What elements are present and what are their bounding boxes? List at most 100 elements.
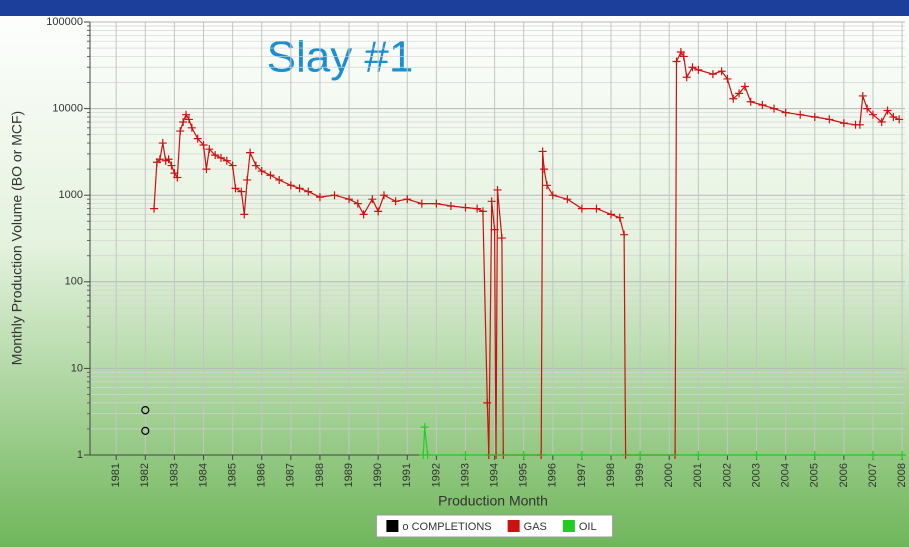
point-marker [173, 173, 182, 182]
point-marker [182, 110, 191, 119]
point-marker [729, 94, 738, 103]
point-marker [228, 161, 237, 170]
point-marker [257, 167, 266, 176]
x-tick-label: 1986 [256, 463, 268, 487]
point-marker [858, 91, 867, 100]
x-tick-label: 2004 [780, 463, 792, 487]
point-marker [863, 104, 872, 113]
point-marker [708, 70, 717, 79]
point-marker [158, 139, 167, 148]
point-marker [796, 110, 805, 119]
point-marker [251, 161, 260, 170]
point-marker [679, 52, 688, 61]
point-marker [694, 65, 703, 74]
point-marker [275, 175, 284, 184]
x-tick-label: 2002 [721, 463, 733, 487]
point-marker [483, 398, 492, 407]
point-marker [758, 101, 767, 110]
chart-title: Slay #1 [267, 33, 414, 82]
point-marker [150, 204, 159, 213]
legend-label: GAS [524, 521, 547, 533]
x-tick-label: 2007 [867, 463, 879, 487]
point-marker [141, 405, 150, 415]
point-marker [740, 82, 749, 91]
point-marker [898, 451, 907, 459]
point-marker [563, 195, 572, 204]
point-marker [577, 204, 586, 213]
point-marker [403, 195, 412, 204]
point-marker [359, 210, 368, 219]
legend-swatch [386, 520, 399, 532]
x-tick-label: 2001 [692, 463, 704, 487]
x-tick-label: 1990 [372, 463, 384, 487]
point-marker [607, 210, 616, 219]
point-marker [243, 175, 252, 184]
point-marker [374, 207, 383, 216]
x-tick-label: 2003 [750, 463, 762, 487]
point-marker [184, 115, 193, 124]
top-band [0, 0, 909, 16]
point-marker [330, 191, 339, 200]
point-marker [205, 145, 214, 154]
point-marker [237, 187, 246, 196]
point-marker [548, 191, 557, 200]
y-tick-label: 100 [65, 276, 83, 288]
y-tick-label: 1000 [59, 189, 83, 201]
y-tick-label: 10000 [52, 103, 83, 115]
point-marker [315, 193, 324, 202]
point-marker [246, 148, 255, 157]
point-marker [176, 127, 185, 136]
point-marker [883, 106, 892, 115]
point-marker [868, 110, 877, 119]
point-marker [746, 97, 755, 106]
point-marker [717, 67, 726, 76]
point-marker [735, 89, 744, 98]
point-marker [490, 225, 499, 234]
x-tick-label: 1995 [518, 463, 530, 487]
x-tick-label: 1989 [343, 463, 355, 487]
point-marker [895, 115, 904, 124]
point-marker [211, 151, 220, 160]
point-marker [473, 204, 482, 213]
x-tick-label: 1994 [488, 463, 500, 487]
point-marker [540, 165, 549, 174]
x-tick-label: 1982 [139, 463, 151, 487]
point-marker [179, 118, 188, 127]
y-tick-label: 1 [77, 449, 83, 461]
point-marker [781, 108, 790, 117]
point-marker [519, 451, 528, 459]
point-marker [615, 213, 624, 222]
point-marker [688, 63, 697, 72]
point-marker [368, 195, 377, 204]
point-marker [577, 451, 586, 459]
point-marker [538, 147, 547, 156]
point-marker [478, 207, 487, 216]
legend-box [375, 514, 614, 538]
x-tick-label: 1987 [285, 463, 297, 487]
point-marker [825, 115, 834, 124]
point-marker [877, 118, 886, 127]
x-tick-label: 1992 [430, 463, 442, 487]
series-line [422, 427, 903, 456]
point-marker [420, 423, 429, 432]
point-marker [682, 73, 691, 82]
point-marker [723, 74, 732, 83]
point-marker [592, 204, 601, 213]
point-marker [199, 140, 208, 149]
point-marker [446, 202, 455, 211]
point-marker [855, 120, 864, 129]
point-marker [461, 203, 470, 212]
y-axis-title: Monthly Production Volume (BO or MCF) [9, 111, 25, 365]
x-tick-label: 2000 [663, 463, 675, 487]
point-marker [187, 123, 196, 132]
point-marker [164, 155, 173, 164]
point-marker [810, 451, 819, 459]
x-tick-label: 1985 [227, 463, 239, 487]
x-tick-label: 1983 [168, 463, 180, 487]
x-tick-label: 1999 [634, 463, 646, 487]
point-marker [620, 230, 629, 239]
legend-label: OIL [579, 521, 597, 533]
point-marker [432, 199, 441, 208]
point-marker [839, 119, 848, 128]
